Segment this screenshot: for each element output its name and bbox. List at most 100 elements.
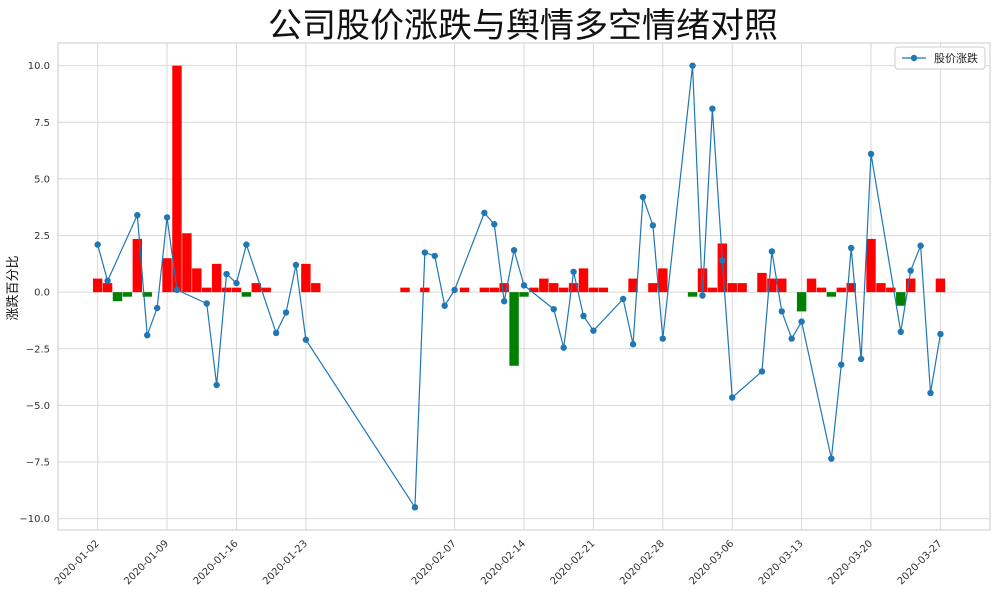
sentiment-bar	[479, 287, 490, 293]
price-change-line	[94, 62, 944, 511]
sentiment-bar	[697, 268, 708, 293]
sentiment-bar	[687, 292, 698, 297]
sentiment-bar	[499, 283, 509, 293]
legend-entry-label: 股价涨跌	[934, 51, 978, 65]
sentiment-bar	[132, 238, 143, 293]
price-change-point	[421, 249, 429, 256]
price-change-point	[709, 105, 716, 112]
x-tick-label: 2020-01-09	[122, 538, 171, 587]
sentiment-bar	[816, 287, 827, 293]
price-change-point	[847, 244, 855, 252]
x-tick-label: 2020-03-20	[826, 538, 875, 587]
legend-dot-marker	[910, 54, 918, 62]
sentiment-bar	[142, 292, 152, 297]
x-tick-label: 2020-01-16	[192, 538, 241, 587]
sentiment-bar	[846, 283, 856, 293]
x-tick-label: 2020-02-14	[479, 538, 528, 587]
sentiment-bar	[777, 278, 787, 293]
sentiment-bar	[172, 65, 182, 293]
sentiment-bar	[529, 287, 539, 293]
sentiment-bar	[251, 283, 262, 293]
price-change-point	[550, 305, 557, 313]
price-change-point	[292, 261, 300, 269]
price-change-point	[134, 211, 141, 219]
price-change-point	[580, 312, 587, 320]
sentiment-bar	[558, 287, 569, 293]
plot-area-frame	[57, 42, 991, 531]
price-change-point	[639, 193, 647, 201]
sentiment-bar	[122, 292, 133, 297]
x-tick-label: 2020-03-13	[757, 538, 806, 587]
sentiment-bar	[757, 272, 767, 293]
price-change-point	[867, 150, 875, 158]
price-change-point	[243, 241, 250, 248]
y-axis-label: 涨跌百分比	[5, 255, 21, 320]
y-tick-label: 5.0	[34, 174, 50, 185]
sentiment-bar	[549, 283, 559, 293]
sentiment-bar	[459, 287, 470, 293]
price-change-point	[491, 221, 498, 228]
price-change-point	[798, 318, 805, 325]
price-change-point	[441, 302, 448, 309]
sentiment-bar	[192, 268, 202, 293]
price-change-point	[411, 504, 419, 511]
sentiment-bar	[648, 283, 658, 293]
sentiment-bar	[806, 278, 817, 293]
y-tick-label: 2.5	[34, 231, 50, 242]
sentiment-bar	[767, 278, 777, 293]
sentiment-bar	[112, 292, 123, 302]
price-change-point	[927, 389, 934, 397]
price-change-point	[104, 277, 111, 285]
sentiment-bar	[539, 278, 549, 293]
price-change-point	[758, 368, 766, 375]
y-tick-label: −7.5	[26, 458, 50, 469]
sentiment-bar	[796, 292, 807, 312]
price-change-point	[838, 361, 845, 368]
sentiment-bar	[598, 287, 609, 293]
price-change-point	[699, 292, 706, 299]
sentiment-bar	[231, 287, 242, 293]
sentiment-bar	[301, 263, 311, 293]
price-change-point	[451, 286, 458, 294]
price-change-point	[213, 381, 220, 389]
x-tick-label: 2020-03-06	[687, 538, 736, 587]
price-change-point	[828, 455, 835, 462]
sentiment-bar	[509, 292, 519, 366]
y-axis-ticks: 10.0 7.5 5.0 2.5 0.0 −2.5 −5.0 −7.5 −10.0	[19, 61, 50, 525]
y-tick-label: 0.0	[34, 288, 50, 299]
price-change-point	[500, 298, 508, 305]
sentiment-bar	[578, 268, 589, 293]
price-change-point	[173, 286, 181, 294]
sentiment-bar	[92, 278, 103, 293]
price-change-point	[649, 222, 657, 229]
sentiment-bar	[588, 287, 599, 293]
price-change-point	[659, 335, 667, 342]
price-change-point	[590, 327, 597, 334]
sentiment-bar	[886, 287, 896, 293]
sentiment-bar	[519, 292, 529, 297]
sentiment-bar	[737, 283, 747, 293]
price-change-point	[897, 328, 904, 336]
price-change-point	[729, 394, 736, 401]
price-change-point	[233, 279, 240, 287]
price-change-point	[302, 336, 310, 343]
price-change-point	[144, 332, 151, 339]
sentiment-bar	[658, 268, 668, 293]
sentiment-bar	[896, 292, 906, 306]
sentiment-bar	[935, 278, 946, 293]
legend: 股价涨跌	[894, 46, 986, 70]
price-change-point	[937, 330, 944, 338]
x-tick-label: 2020-01-02	[53, 538, 102, 587]
x-axis-ticks: 2020-01-02 2020-01-09 2020-01-16 2020-01-23…	[53, 538, 945, 587]
price-change-point	[619, 295, 627, 303]
price-change-point	[163, 214, 171, 221]
sentiment-bar	[182, 233, 192, 293]
x-tick-label: 2020-01-23	[261, 538, 310, 587]
sentiment-bar	[162, 258, 172, 293]
legend-box	[894, 46, 986, 70]
sentiment-bar	[211, 263, 222, 293]
price-change-point	[629, 341, 637, 348]
sentiment-bar	[311, 283, 321, 293]
price-change-point	[778, 308, 785, 315]
y-tick-label: 7.5	[34, 118, 50, 129]
